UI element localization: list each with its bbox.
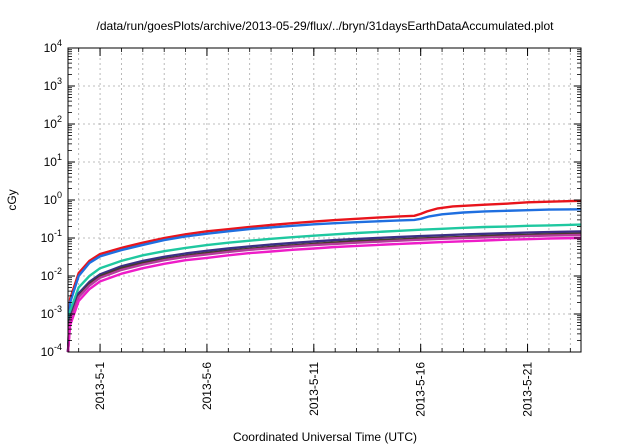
y-tick-label: 104 <box>44 38 62 55</box>
y-tick-label: 10-1 <box>41 228 62 245</box>
grid-lines <box>68 48 581 352</box>
series-line-2 <box>66 208 582 353</box>
x-tick-label: 2013-5-11 <box>307 362 321 416</box>
x-tick-label: 2013-5-6 <box>200 362 214 410</box>
y-tick-label: 10-3 <box>41 304 62 321</box>
series-layer <box>66 199 582 353</box>
y-tick-label: 101 <box>44 152 62 169</box>
y-tick-label: 103 <box>44 76 62 93</box>
series-line-5 <box>66 232 582 353</box>
series-line-1 <box>66 199 582 353</box>
y-tick-label: 10-4 <box>41 342 62 359</box>
y-tick-label: 100 <box>44 190 62 207</box>
y-tick-labels: 10-4 10-3 10-2 10-1 100 101 102 103 104 <box>41 38 62 359</box>
y-axis-title: cGy <box>5 189 19 210</box>
y-tick-label: 102 <box>44 114 62 131</box>
x-tick-label: 2013-5-1 <box>93 362 107 410</box>
y-tick-label: 10-2 <box>41 266 62 283</box>
series-line-3 <box>66 223 582 353</box>
x-tick-labels: 2013-5-1 2013-5-6 2013-5-11 2013-5-16 2013-5… <box>93 362 535 417</box>
series-line-4 <box>66 230 582 353</box>
series-line-7 <box>66 236 582 353</box>
x-tick-label: 2013-5-16 <box>414 362 428 417</box>
chart-title: /data/run/goesPlots/archive/2013-05-29/f… <box>97 19 555 33</box>
axis-ticks <box>68 47 581 353</box>
x-tick-label: 2013-5-21 <box>521 362 535 417</box>
series-line-6 <box>66 233 582 353</box>
x-axis-title: Coordinated Universal Time (UTC) <box>233 430 417 444</box>
